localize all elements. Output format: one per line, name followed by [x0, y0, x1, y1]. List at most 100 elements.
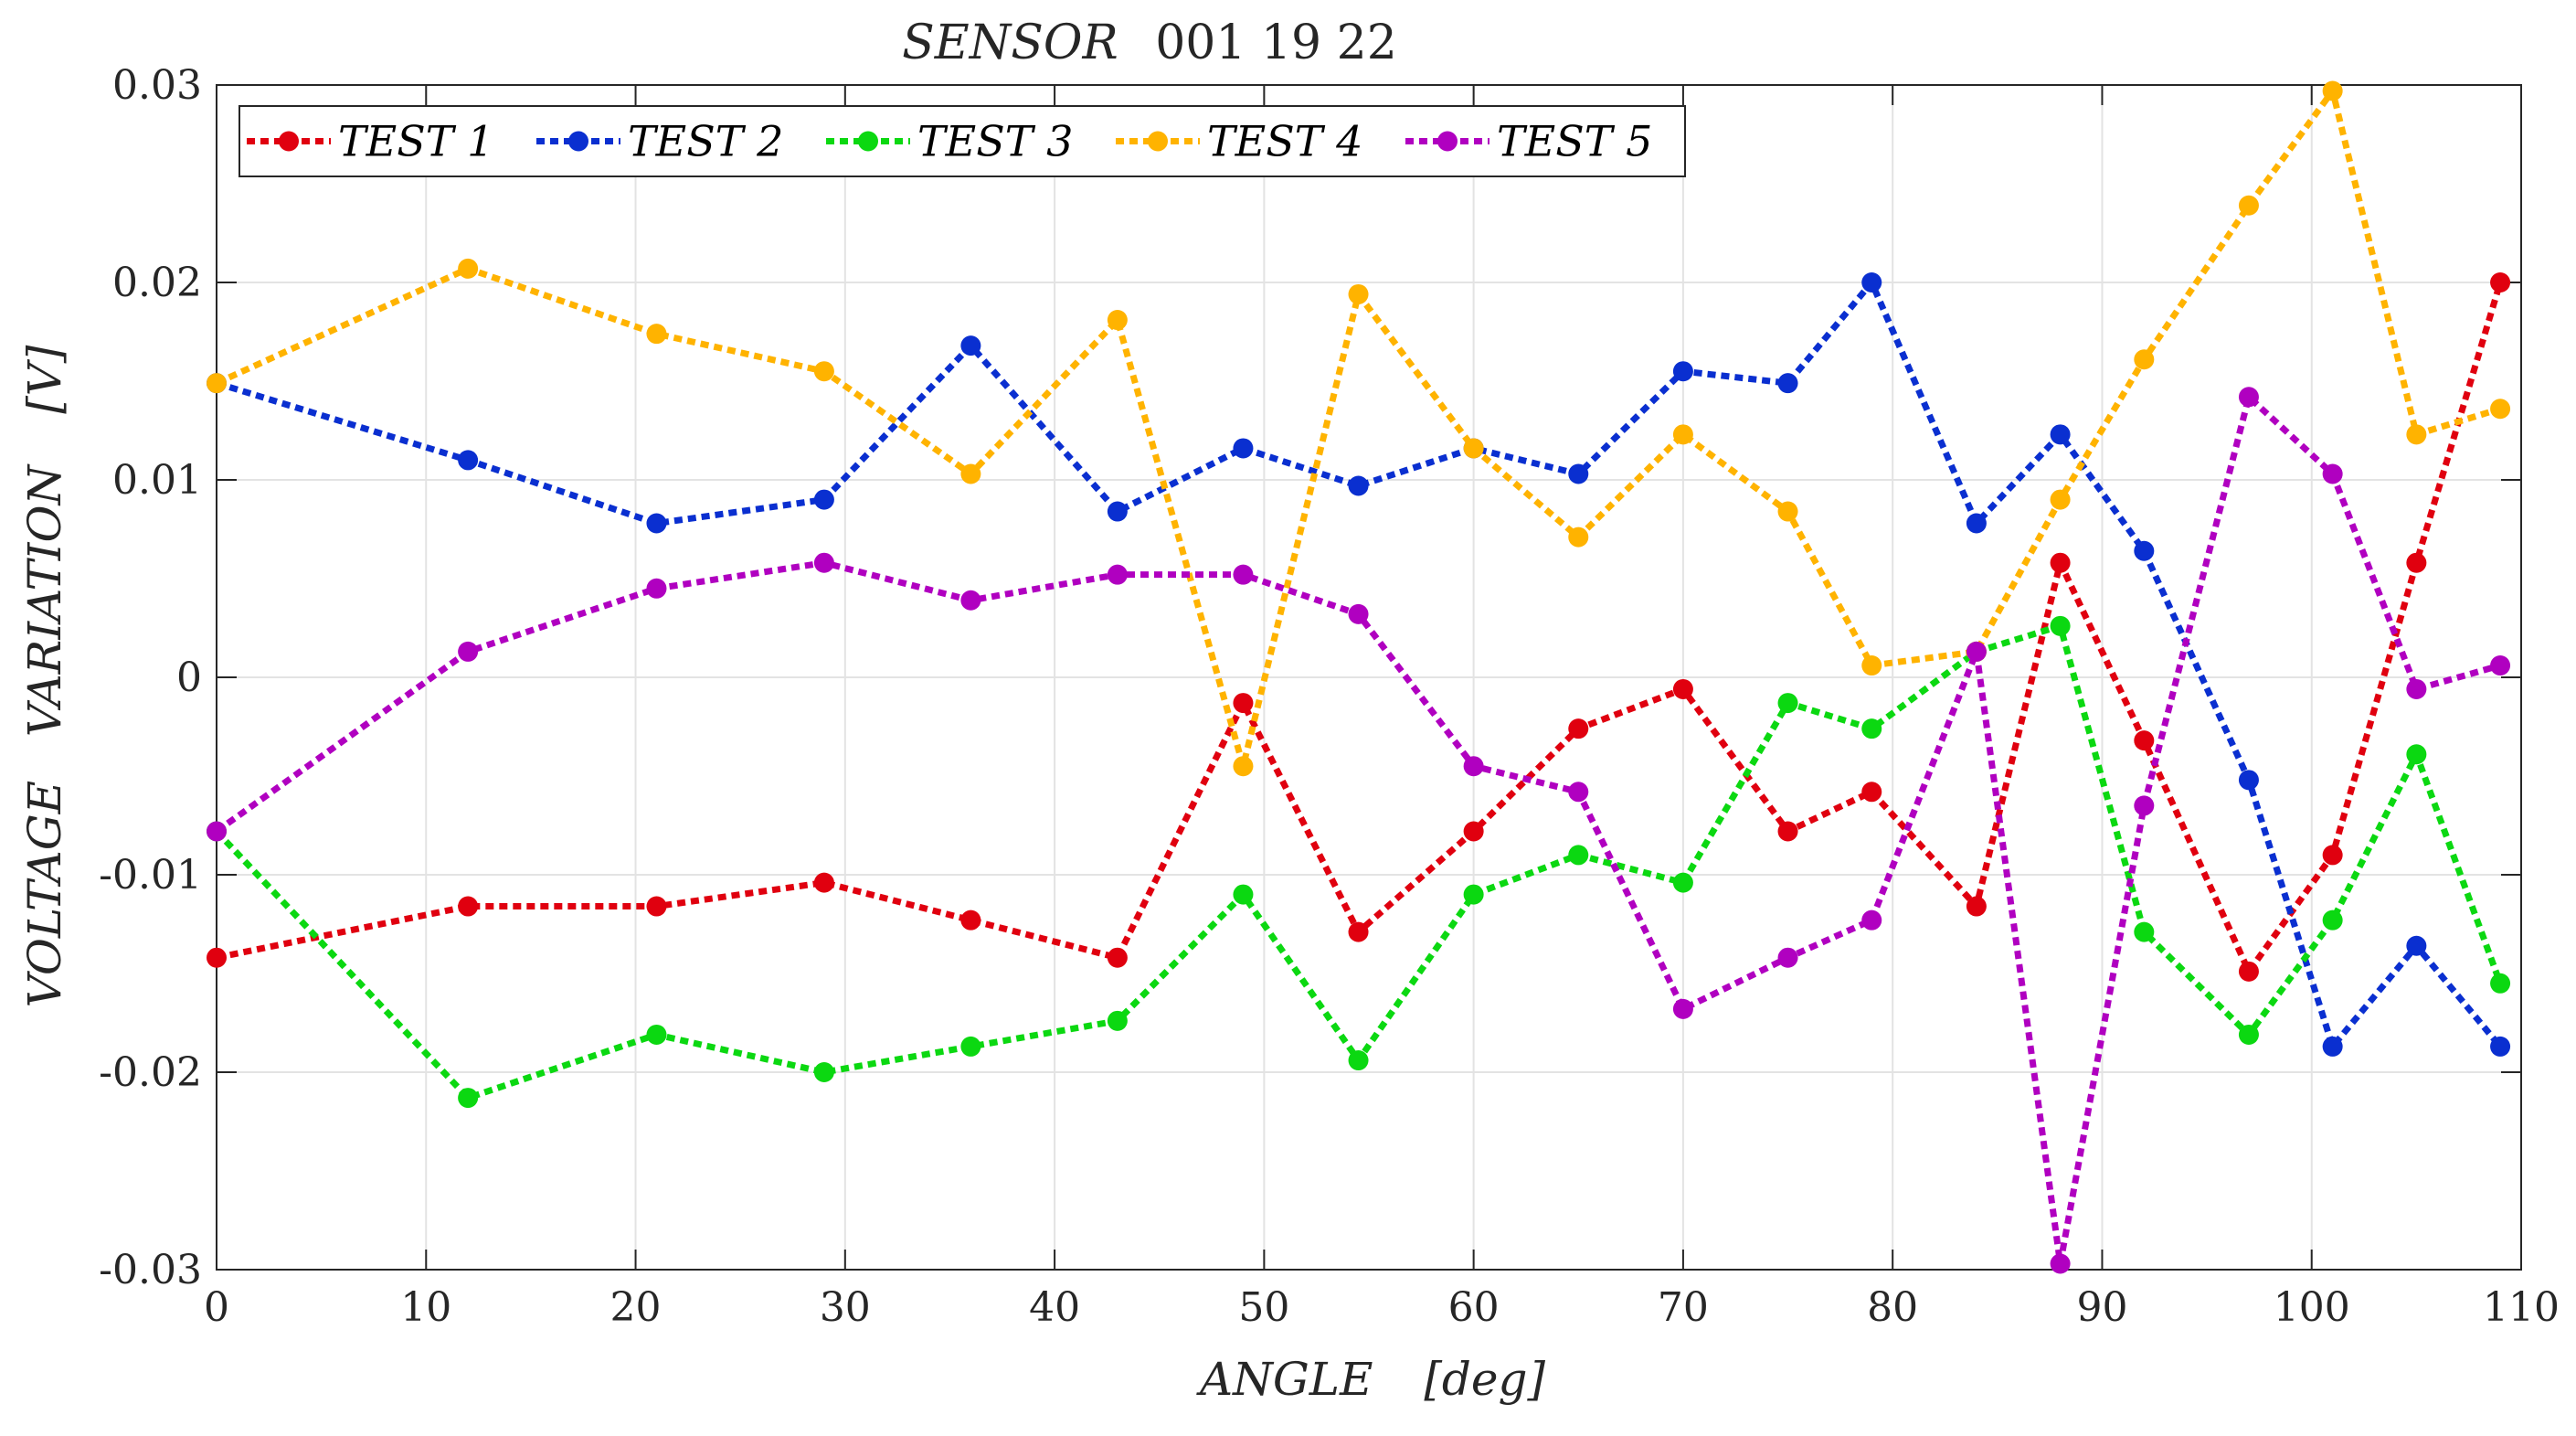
legend-swatch-marker [858, 131, 878, 152]
data-point [458, 450, 479, 471]
data-point [2238, 195, 2259, 216]
data-point [1861, 718, 1882, 739]
data-point [1861, 909, 1882, 931]
series-line [214, 622, 2504, 1102]
data-point [646, 896, 667, 917]
data-point [2322, 80, 2343, 101]
y-axis-label-unit: [V] [18, 345, 71, 414]
data-point [2050, 424, 2071, 445]
data-point [2238, 770, 2259, 791]
x-axis-label-unit: [deg] [1424, 1353, 1545, 1406]
data-point [1672, 872, 1693, 893]
legend-label: TEST 2 [628, 117, 783, 166]
chart-title-id: 001 19 22 [1155, 16, 1397, 70]
data-point [2238, 1024, 2259, 1045]
data-point [2050, 615, 2071, 636]
chart-title-label: SENSOR [902, 16, 1118, 70]
data-point [2238, 387, 2259, 408]
data-point [960, 1036, 981, 1057]
series-5 [207, 387, 2511, 1274]
data-point [2406, 744, 2427, 765]
data-point [1966, 513, 1987, 534]
data-point [1672, 998, 1693, 1019]
data-point [646, 513, 667, 534]
data-point [646, 324, 667, 345]
data-point [1861, 655, 1882, 676]
legend-swatch-marker [1437, 131, 1458, 152]
data-point [2406, 552, 2427, 573]
legend-label: TEST 4 [1207, 117, 1362, 166]
y-tick-label: -0.02 [99, 1049, 202, 1096]
data-point [1233, 756, 1254, 777]
data-point [813, 872, 834, 893]
data-point [1672, 678, 1693, 699]
data-point [960, 335, 981, 356]
data-point [1861, 272, 1882, 293]
data-point [1107, 501, 1128, 522]
data-point [1861, 782, 1882, 803]
series-line [215, 83, 2502, 779]
y-tick-label: 0.01 [112, 457, 202, 504]
data-point [1348, 475, 1369, 496]
data-point [1348, 921, 1369, 942]
data-point [2490, 655, 2511, 676]
y-tick-label: 0.02 [112, 260, 202, 306]
data-point [207, 373, 227, 394]
y-axis-label: VOLTAGE VARIATION [V] [18, 345, 71, 1007]
data-point [1233, 438, 1254, 459]
data-point [1463, 438, 1484, 459]
data-point [1463, 821, 1484, 842]
y-tick-label: -0.03 [99, 1247, 202, 1293]
data-point [1233, 884, 1254, 905]
series-line [214, 390, 2502, 1265]
y-axis-label-main: VOLTAGE VARIATION [18, 463, 71, 1007]
series-layer [207, 80, 2511, 1274]
data-point [1777, 373, 1798, 394]
data-point [458, 641, 479, 662]
x-tick-label: 0 [204, 1284, 229, 1331]
x-axis-label-main: ANGLE [1196, 1353, 1373, 1406]
x-tick-label: 40 [1029, 1284, 1080, 1331]
data-point [2322, 463, 2343, 484]
x-tick-label: 70 [1658, 1284, 1709, 1331]
data-point [2050, 489, 2071, 510]
data-point [1777, 501, 1798, 522]
x-tick-label: 60 [1448, 1284, 1500, 1331]
data-point [458, 258, 479, 279]
series-line [216, 281, 2504, 978]
data-point [1568, 845, 1589, 866]
data-point [960, 909, 981, 931]
data-point [1233, 564, 1254, 585]
data-point [1966, 641, 1987, 662]
data-point [1233, 693, 1254, 714]
y-tick-label: 0 [176, 654, 202, 701]
data-point [2134, 730, 2155, 751]
data-point [2490, 399, 2511, 420]
series-4 [207, 80, 2511, 779]
data-point [646, 1024, 667, 1045]
data-point [1672, 424, 1693, 445]
data-point [813, 361, 834, 382]
axis-ticks: 0 10 20 30 40 50 60 70 80 90 100 110 -0.03 -0.02 -0.01… [99, 62, 2560, 1331]
data-point [2406, 935, 2427, 956]
data-point [960, 463, 981, 484]
data-point [2322, 909, 2343, 931]
legend-item: TEST 3 [826, 117, 1073, 166]
x-axis-label: ANGLE [deg] [1196, 1353, 1546, 1406]
legend-label: TEST 5 [1497, 117, 1652, 166]
legend-item: TEST 2 [536, 117, 783, 166]
data-point [1777, 693, 1798, 714]
data-point [1568, 527, 1589, 548]
x-tick-label: 50 [1238, 1284, 1289, 1331]
x-tick-label: 100 [2274, 1284, 2350, 1331]
data-point [1672, 361, 1693, 382]
data-point [2490, 1036, 2511, 1057]
chart-title: SENSOR 001 19 22 [902, 16, 1397, 70]
data-point [207, 821, 227, 842]
data-point [1348, 283, 1369, 304]
legend-swatch-marker [1148, 131, 1168, 152]
data-point [813, 489, 834, 510]
data-point [1568, 718, 1589, 739]
series-3 [207, 615, 2511, 1109]
